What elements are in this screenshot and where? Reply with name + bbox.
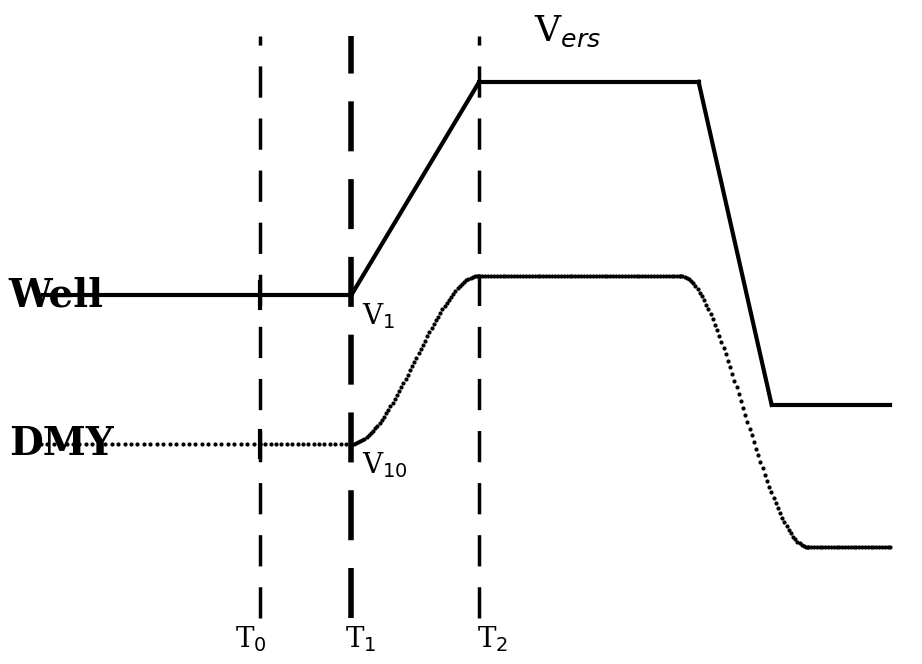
Text: T$_2$: T$_2$ xyxy=(478,625,509,655)
Text: V$_1$: V$_1$ xyxy=(362,301,396,331)
Text: T$_0$: T$_0$ xyxy=(235,625,266,655)
Text: V$_{ers}$: V$_{ers}$ xyxy=(534,14,601,49)
Text: Well: Well xyxy=(8,276,104,314)
Text: V$_{10}$: V$_{10}$ xyxy=(362,450,408,480)
Text: DMY: DMY xyxy=(8,425,113,463)
Text: T$_1$: T$_1$ xyxy=(345,625,376,655)
